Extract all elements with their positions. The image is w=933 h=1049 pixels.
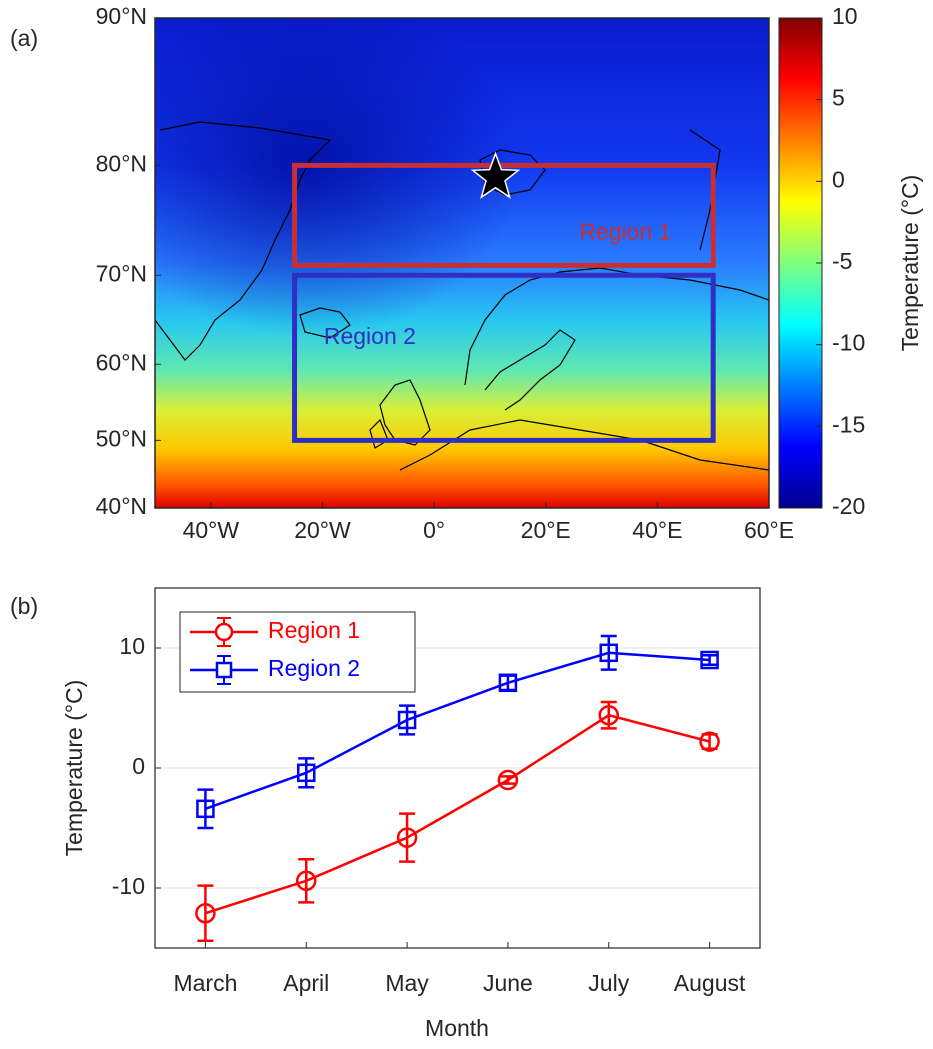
legend: Region 1 Region 2 bbox=[179, 611, 416, 693]
baltic-coast bbox=[484, 329, 576, 411]
data-point bbox=[699, 731, 720, 752]
series-line bbox=[204, 651, 710, 810]
y-tick-label: 90°N bbox=[96, 3, 147, 29]
x-axis-label: Month bbox=[425, 1015, 489, 1041]
error-bar bbox=[499, 775, 516, 785]
y-tick-label: 10 bbox=[119, 633, 145, 659]
scandinavia-coast bbox=[464, 267, 769, 386]
data-point bbox=[599, 643, 618, 663]
europe-coast bbox=[399, 419, 769, 471]
legend-label: Region 1 bbox=[268, 617, 360, 643]
y-tick-label: 80°N bbox=[96, 150, 147, 176]
site-marker bbox=[470, 151, 521, 199]
y-axis-label: Temperature (°C) bbox=[61, 680, 87, 857]
data-point bbox=[598, 704, 619, 726]
colorbar-label: Temperature (°C) bbox=[897, 175, 923, 352]
britain-coast bbox=[379, 379, 431, 446]
x-tick-label: 40°E bbox=[632, 517, 682, 543]
x-tick-label: 60°E bbox=[744, 517, 794, 543]
y-tick-label: 70°N bbox=[96, 260, 147, 286]
x-tick-label: 20°W bbox=[294, 517, 351, 543]
error-bar bbox=[399, 704, 416, 736]
x-tick-label: July bbox=[588, 970, 629, 996]
panel-label: (a) bbox=[10, 25, 38, 51]
error-bar bbox=[197, 788, 214, 830]
error-bar bbox=[701, 733, 718, 751]
colorbar-tick-label: -10 bbox=[832, 330, 865, 356]
series bbox=[196, 634, 719, 830]
x-tick-label: May bbox=[385, 970, 429, 996]
greenland-coast bbox=[155, 121, 332, 361]
error-bar bbox=[701, 653, 718, 667]
x-tick-label: June bbox=[483, 970, 533, 996]
colorbar-tick-label: -20 bbox=[832, 493, 865, 519]
data-point bbox=[397, 710, 417, 730]
map-frame bbox=[154, 17, 770, 509]
y-tick-label: 40°N bbox=[96, 493, 147, 519]
x-tick-label: March bbox=[173, 970, 237, 996]
data-point bbox=[195, 902, 216, 924]
colorbar-tick-label: 10 bbox=[832, 3, 858, 29]
legend-marker bbox=[215, 661, 233, 679]
data-point bbox=[700, 650, 719, 670]
x-tick-label: August bbox=[674, 970, 746, 996]
data-point bbox=[196, 799, 215, 819]
error-bar bbox=[499, 674, 516, 692]
series bbox=[195, 700, 720, 943]
error-bar bbox=[399, 812, 416, 863]
colorbar-tick-label: 5 bbox=[832, 85, 845, 111]
data-point bbox=[296, 870, 317, 892]
panel-label: (b) bbox=[10, 593, 38, 619]
y-tick-label: -10 bbox=[112, 873, 145, 899]
colorbar-tick-label: -5 bbox=[832, 248, 852, 274]
error-bar bbox=[197, 884, 214, 943]
error-bar bbox=[600, 634, 617, 671]
data-point bbox=[497, 769, 519, 791]
x-tick-label: 40°W bbox=[183, 517, 240, 543]
y-tick-label: 60°N bbox=[96, 349, 147, 375]
region-box bbox=[292, 272, 716, 443]
legend-label: Region 2 bbox=[268, 655, 360, 681]
plot-frame bbox=[154, 587, 761, 949]
x-tick-label: 20°E bbox=[521, 517, 571, 543]
error-bar bbox=[298, 857, 315, 904]
y-tick-label: 0 bbox=[132, 753, 145, 779]
region-label: Region 1 bbox=[579, 218, 671, 244]
data-point bbox=[498, 673, 518, 693]
x-tick-label: April bbox=[283, 970, 329, 996]
legend-marker bbox=[214, 622, 234, 642]
x-tick-label: 0° bbox=[423, 517, 445, 543]
iceland-coast bbox=[299, 307, 351, 339]
data-point bbox=[297, 763, 316, 783]
series-line bbox=[205, 713, 710, 915]
region-box bbox=[292, 162, 716, 268]
region-label: Region 2 bbox=[324, 323, 416, 349]
colorbar-tick-label: 0 bbox=[832, 166, 845, 192]
error-bar bbox=[298, 757, 315, 789]
colorbar-tick-label: -15 bbox=[832, 411, 865, 437]
colorbar bbox=[778, 17, 823, 509]
data-point bbox=[396, 827, 418, 848]
y-tick-label: 50°N bbox=[96, 425, 147, 451]
